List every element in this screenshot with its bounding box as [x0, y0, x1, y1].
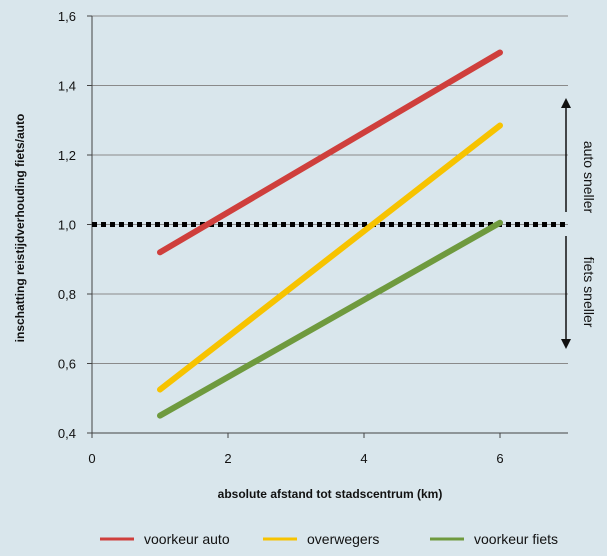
y-tick-label: 0,8	[58, 287, 76, 302]
y-axis-ticks: 0,4 0,6 0,8 1,0 1,2 1,4 1,6	[58, 9, 92, 441]
series-line-voorkeur-auto	[157, 49, 503, 256]
legend-label: voorkeur auto	[144, 531, 230, 547]
series-line-overwegers	[157, 122, 503, 393]
x-axis-ticks: 0 2 4 6	[88, 433, 504, 466]
y-tick-label: 0,4	[58, 426, 76, 441]
x-tick-label: 4	[360, 451, 367, 466]
y-tick-label: 1,4	[58, 79, 76, 94]
x-tick-label: 0	[88, 451, 95, 466]
legend: voorkeur auto overwegers voorkeur fiets	[100, 531, 558, 547]
legend-label: voorkeur fiets	[474, 531, 558, 547]
y-tick-label: 1,0	[58, 218, 76, 233]
series-line-voorkeur-fiets	[157, 219, 503, 419]
y-axis-title: inschatting reistijdverhouding fiets/aut…	[13, 114, 27, 343]
annotation-fiets-sneller: fiets sneller	[561, 236, 597, 349]
annotation-above-label: auto sneller	[581, 141, 597, 214]
annotation-below-label: fiets sneller	[581, 257, 597, 328]
gridlines	[92, 15, 568, 364]
y-tick-label: 1,6	[58, 9, 76, 24]
x-tick-label: 2	[224, 451, 231, 466]
arrow-up-icon	[561, 98, 571, 108]
y-tick-label: 1,2	[58, 148, 76, 163]
x-tick-label: 6	[496, 451, 503, 466]
x-axis-title: absolute afstand tot stadscentrum (km)	[218, 487, 443, 501]
annotation-auto-sneller: auto sneller	[561, 98, 597, 214]
arrow-down-icon	[561, 339, 571, 349]
legend-label: overwegers	[307, 531, 379, 547]
y-tick-label: 0,6	[58, 357, 76, 372]
series-lines	[157, 49, 503, 419]
